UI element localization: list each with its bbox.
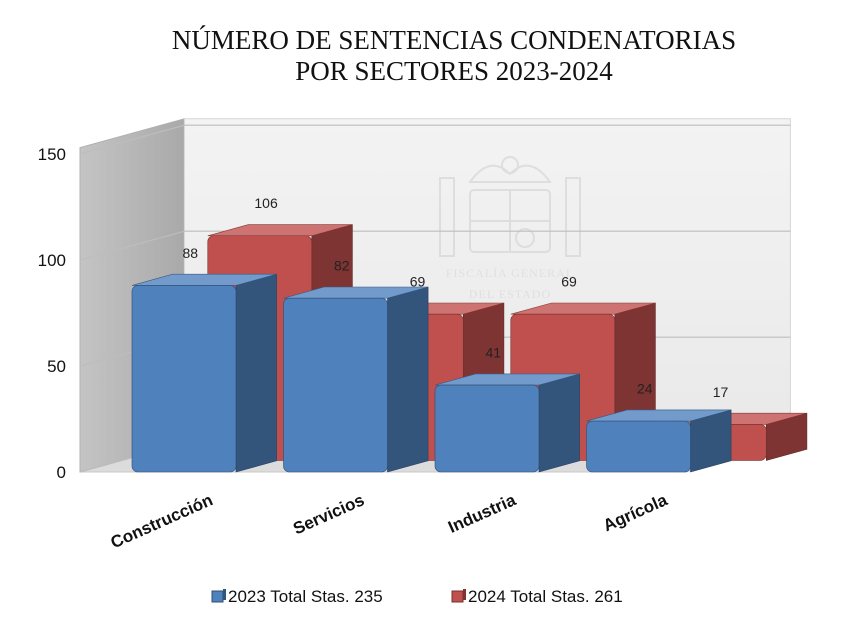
- legend-label: 2023 Total Stas. 235: [228, 587, 383, 606]
- bar-2023-2: [434, 373, 580, 473]
- bars: [131, 224, 808, 473]
- legend-swatch-side: [223, 589, 226, 600]
- y-tick-label: 50: [47, 357, 66, 376]
- bar-2023-1: [283, 286, 429, 473]
- gridline: [79, 230, 791, 261]
- chart-title-line-2: POR SECTORES 2023-2024: [295, 56, 613, 86]
- bar-front-face: [283, 297, 388, 473]
- data-label: 17: [713, 384, 729, 400]
- legend-swatch: [451, 590, 464, 603]
- x-axis-category-labels: Construcción Servicios Industria Agrícola: [108, 490, 671, 552]
- chart-title-line-1: NÚMERO DE SENTENCIAS CONDENATORIAS: [172, 25, 736, 55]
- data-labels: 106 69 69 17 88 82 41 24: [183, 195, 729, 400]
- y-tick-label: 150: [38, 145, 66, 164]
- data-label: 69: [410, 274, 426, 290]
- y-tick-label: 100: [38, 251, 66, 270]
- legend-item: 2023 Total Stas. 235: [211, 587, 383, 606]
- gridline: [79, 124, 791, 155]
- coat-of-arms-icon: [439, 156, 581, 257]
- bar-front-face: [131, 285, 237, 473]
- category-label: Agrícola: [600, 490, 670, 535]
- watermark-text-line-1: FISCALÍA GENERAL: [446, 266, 574, 280]
- bar-front-face: [434, 384, 540, 473]
- data-label: 24: [637, 381, 653, 397]
- bar-2023-3: [586, 409, 732, 473]
- data-label: 41: [486, 344, 502, 360]
- legend: 2023 Total Stas. 235 2024 Total Stas. 261: [211, 587, 623, 606]
- bar-front-face: [586, 420, 691, 473]
- legend-swatch: [211, 590, 224, 603]
- bar-side-face: [538, 373, 580, 473]
- watermark: FISCALÍA GENERAL DEL ESTADO: [439, 156, 581, 301]
- category-label: Construcción: [108, 490, 216, 552]
- data-label: 88: [183, 245, 199, 261]
- data-label: 106: [254, 195, 278, 211]
- chart-title: NÚMERO DE SENTENCIAS CONDENATORIAS POR S…: [172, 25, 736, 86]
- y-tick-label: 0: [57, 463, 66, 482]
- category-label: Servicios: [290, 490, 367, 538]
- watermark-text-line-2: DEL ESTADO: [469, 287, 551, 301]
- bar-2023-0: [131, 273, 277, 473]
- bar-side-face: [235, 273, 277, 473]
- legend-item: 2024 Total Stas. 261: [451, 587, 623, 606]
- y-axis-tick-labels: 0 50 100 150: [38, 145, 66, 482]
- legend-swatch-side: [463, 589, 466, 600]
- bar-side-face: [387, 286, 429, 473]
- legend-label: 2024 Total Stas. 261: [468, 587, 623, 606]
- category-label: Industria: [445, 490, 519, 537]
- data-label: 69: [561, 274, 577, 290]
- data-label: 82: [334, 258, 350, 274]
